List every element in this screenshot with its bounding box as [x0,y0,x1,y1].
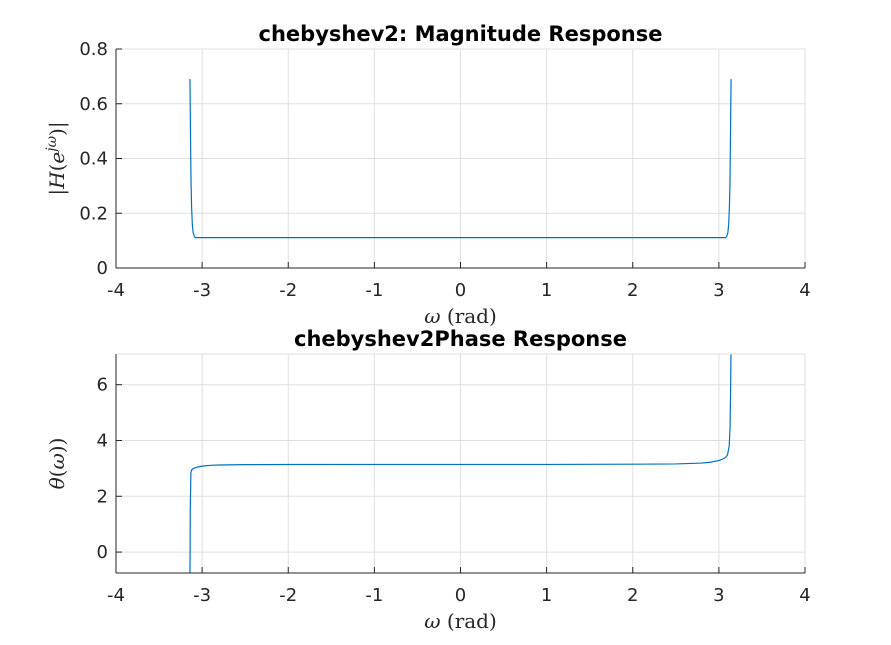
y-tick-label: 0.8 [79,39,108,60]
magnitude-grid [115,48,806,269]
phase-y-ticks: 0 2 4 6 [97,375,122,563]
magnitude-y-ticks: 0 0.2 0.4 0.6 0.8 [79,39,122,279]
x-tick-label: 3 [713,280,724,301]
phase-series-line [189,353,732,574]
magnitude-x-axis-label: ω (rad) [424,304,497,328]
y-tick-label: 4 [97,430,108,451]
magnitude-x-ticks: -4 -3 -2 -1 0 1 2 3 4 [107,262,811,301]
y-tick-label: 0.4 [79,149,108,170]
y-tick-label: 0 [97,258,108,279]
y-tick-label: 2 [97,486,108,507]
x-tick-label: -4 [107,280,125,301]
x-tick-label: -3 [193,585,211,606]
phase-axes: -4 -3 -2 -1 0 1 2 3 4 0 2 4 6 chebyshev2Phase Respo… [45,327,811,633]
y-tick-label: 0 [97,542,108,563]
x-tick-label: -2 [279,280,297,301]
x-tick-label: 3 [713,585,724,606]
x-tick-label: 0 [455,280,466,301]
phase-y-axis-label: θ(ω)) [45,438,69,490]
x-tick-label: -2 [279,585,297,606]
x-tick-label: 1 [541,585,552,606]
x-tick-label: 4 [799,280,810,301]
x-tick-label: -4 [107,585,125,606]
y-tick-label: 6 [97,375,108,396]
x-tick-label: 2 [627,280,638,301]
x-tick-label: 0 [455,585,466,606]
phase-x-ticks: -4 -3 -2 -1 0 1 2 3 4 [107,567,811,606]
x-tick-label: 2 [627,585,638,606]
y-tick-label: 0.2 [79,203,108,224]
x-tick-label: 4 [799,585,810,606]
magnitude-series-line [189,79,732,239]
phase-title: chebyshev2Phase Response [294,327,627,351]
x-tick-label: -1 [365,585,383,606]
x-tick-label: 1 [541,280,552,301]
x-tick-label: -3 [193,280,211,301]
magnitude-axes: -4 -3 -2 -1 0 1 2 3 4 0 0.2 0.4 0.6 0.8 chebyshev2: … [44,22,811,328]
y-tick-label: 0.6 [79,94,108,115]
phase-x-axis-label: ω (rad) [424,609,497,633]
magnitude-title: chebyshev2: Magnitude Response [259,22,663,46]
x-tick-label: -1 [365,280,383,301]
magnitude-y-axis-label: |H(ejω)| [44,121,70,195]
